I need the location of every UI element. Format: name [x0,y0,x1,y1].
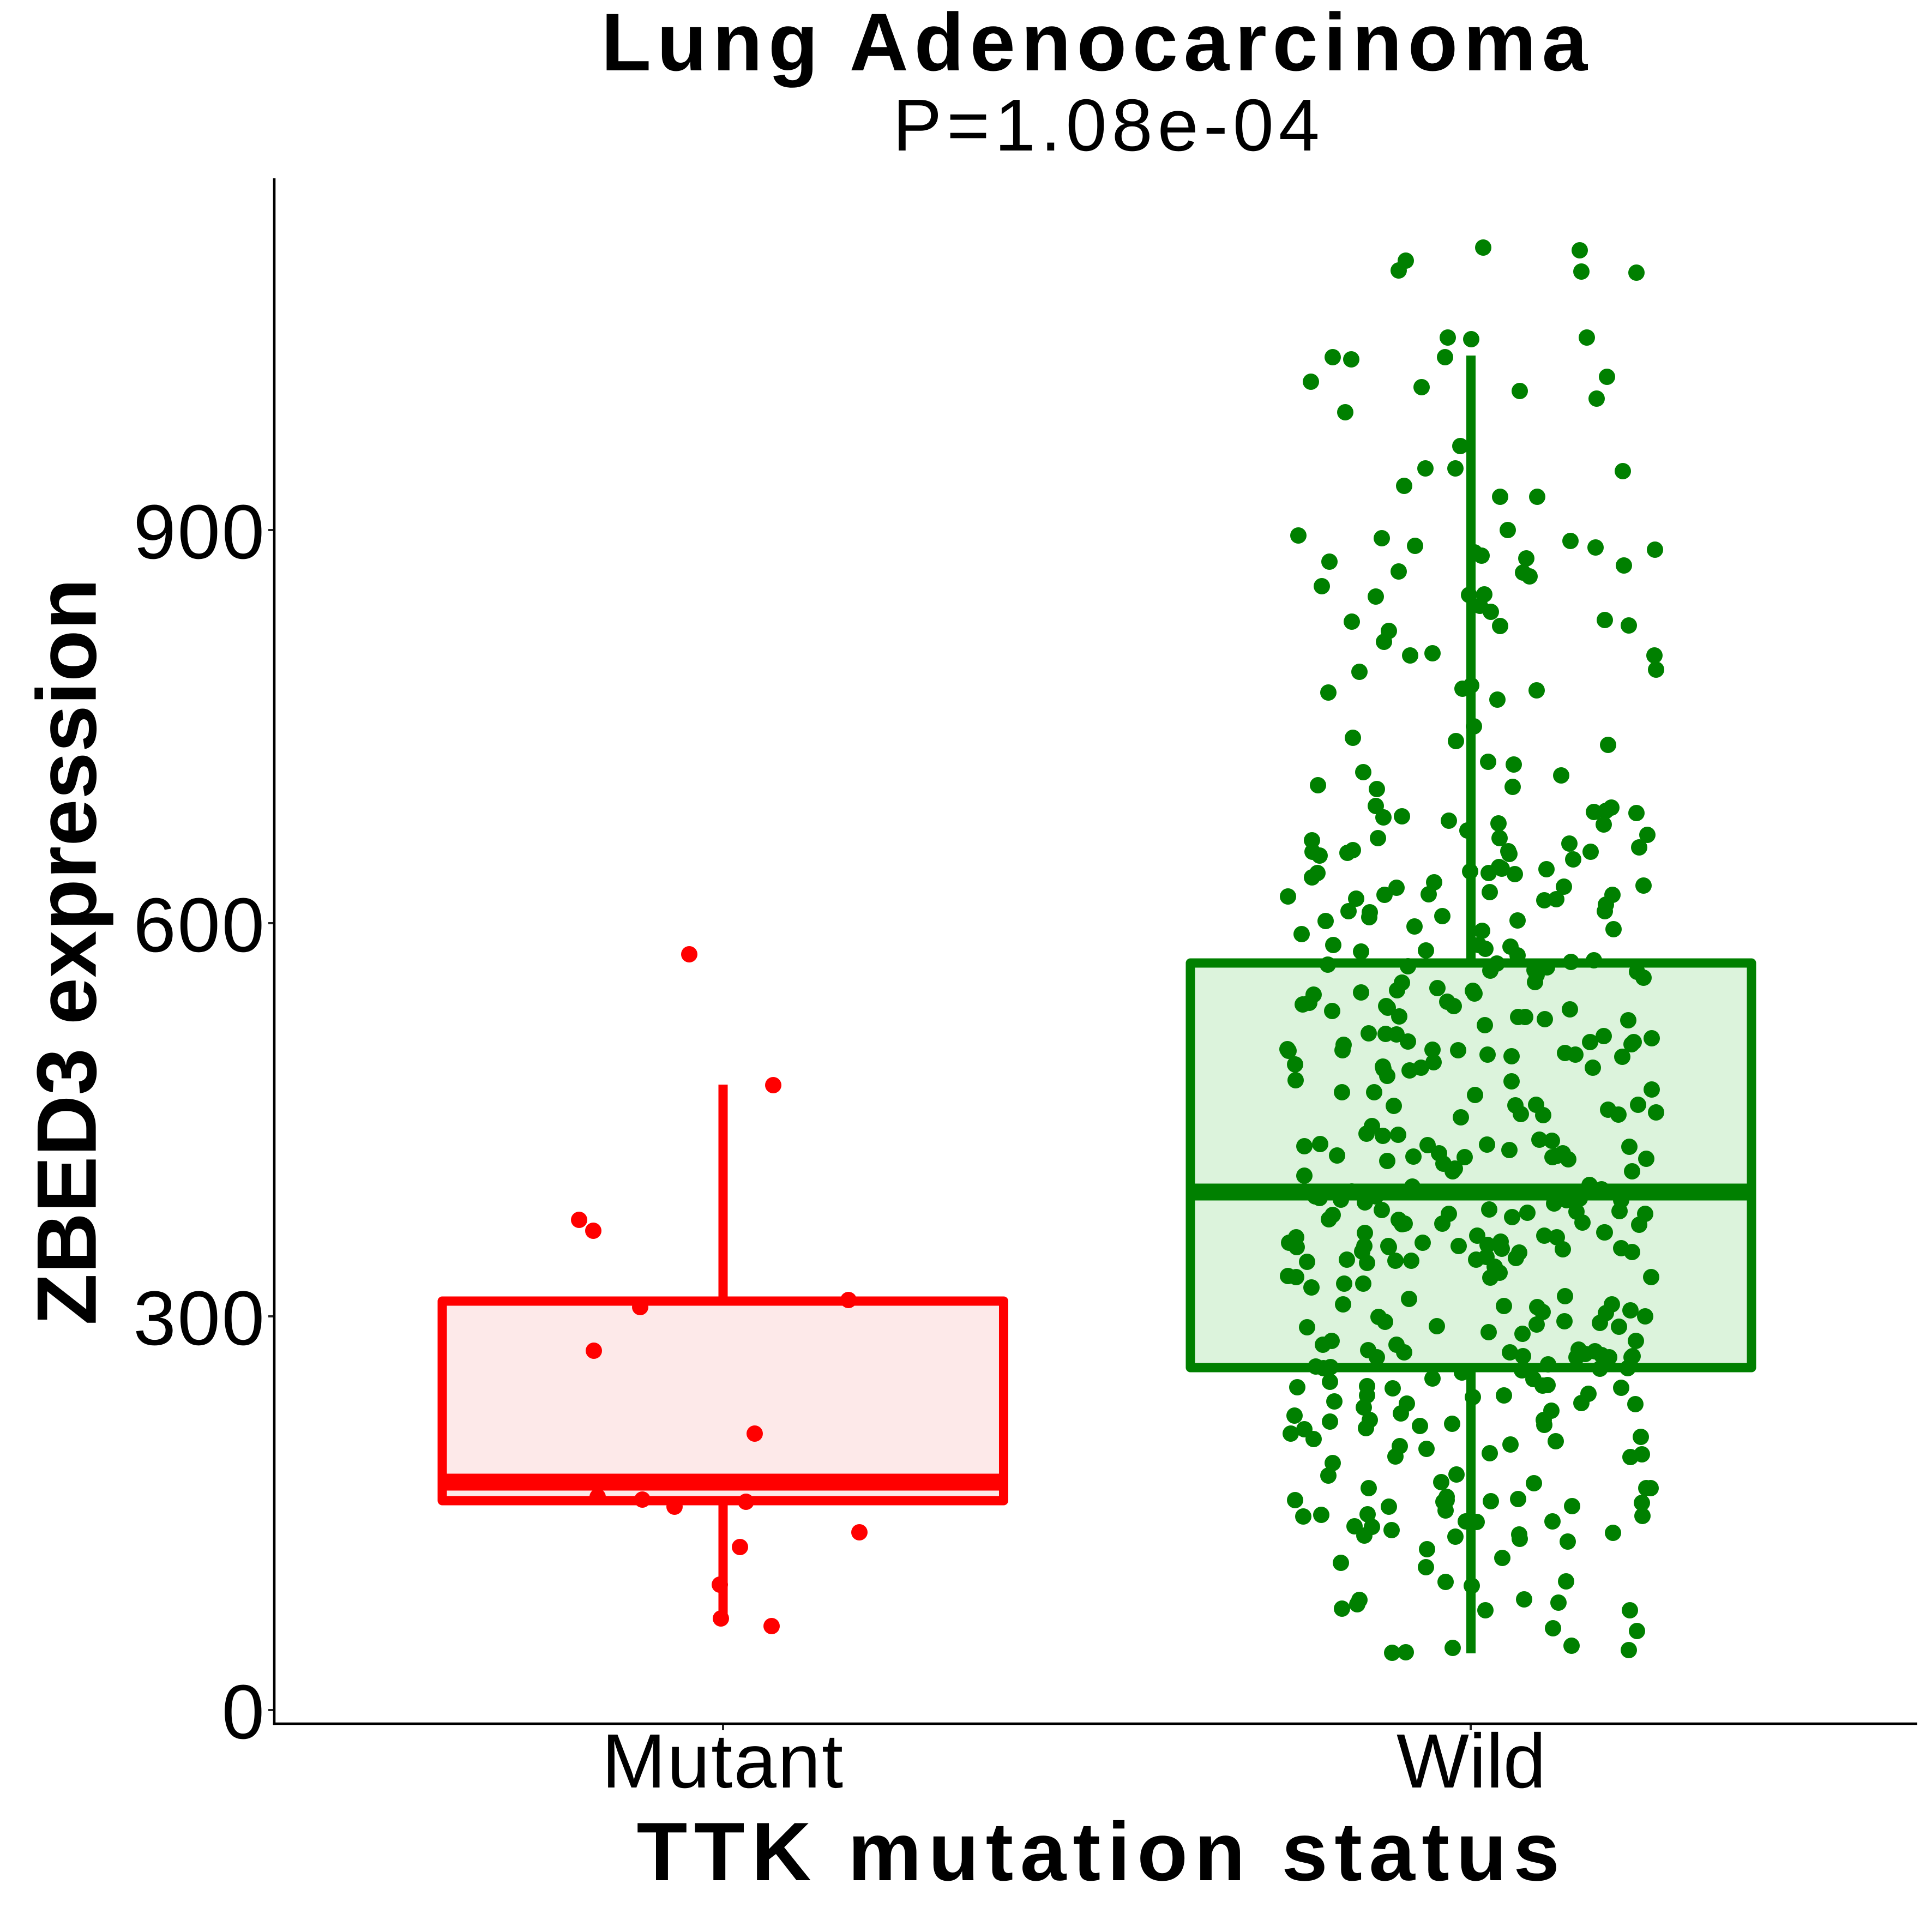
svg-text:Wild: Wild [1397,1718,1546,1804]
svg-text:0: 0 [222,1669,266,1755]
svg-text:900: 900 [133,489,266,575]
svg-text:P=1.08e-04: P=1.08e-04 [893,84,1325,166]
svg-text:300: 300 [133,1275,266,1361]
svg-text:600: 600 [133,882,266,968]
svg-text:ZBED3 expression: ZBED3 expression [20,579,114,1326]
svg-text:Mutant: Mutant [602,1718,845,1804]
svg-text:TTK mutation status: TTK mutation status [637,1805,1567,1898]
svg-text:Lung Adenocarcinoma: Lung Adenocarcinoma [601,0,1593,88]
